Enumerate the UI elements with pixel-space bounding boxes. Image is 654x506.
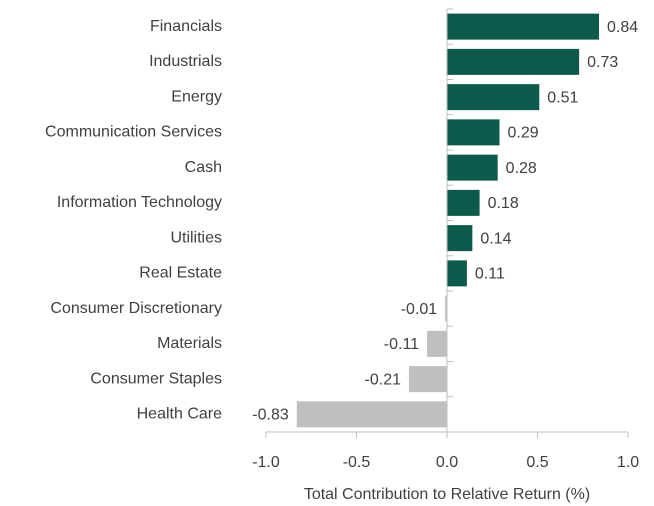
category-label: Energy [171,88,222,105]
bar [445,295,447,322]
bar [296,401,447,428]
x-tick-label: -0.5 [343,454,371,471]
category-label: Consumer Discretionary [50,300,222,317]
bar [447,154,498,181]
category-label: Communication Services [45,124,222,141]
bar [447,189,480,216]
x-tick-label: -1.0 [252,454,280,471]
x-tick-label: 1.0 [617,454,639,471]
category-label: Financials [150,18,222,35]
value-label: 0.84 [607,19,638,36]
x-tick-label: 0.0 [436,454,458,471]
value-label: 0.14 [480,230,511,247]
category-label: Cash [185,159,222,176]
category-label: Health Care [137,406,222,423]
x-tick-label: 0.5 [526,454,548,471]
value-label: -0.21 [365,371,402,388]
value-label: -0.11 [384,336,419,353]
category-label: Information Technology [57,194,222,211]
value-label: 0.28 [506,160,537,177]
value-label: 0.18 [488,195,519,212]
value-label: -0.01 [401,301,438,318]
category-label: Materials [157,335,222,352]
value-label: 0.73 [587,54,618,71]
value-label: -0.83 [252,407,289,424]
category-label: Industrials [149,53,222,70]
x-axis-title: Total Contribution to Relative Return (%… [304,486,590,503]
category-label: Real Estate [139,265,222,282]
bar [427,330,447,357]
category-label: Utilities [170,229,222,246]
bar [447,119,500,146]
bar [447,225,473,252]
value-label: 0.11 [475,266,505,283]
category-label: Consumer Staples [90,370,222,387]
bar [447,260,467,287]
bar [447,48,580,75]
value-label: 0.51 [547,89,578,106]
bar [408,366,447,393]
bar [447,13,600,40]
value-label: 0.29 [507,125,538,142]
bar [447,84,540,111]
